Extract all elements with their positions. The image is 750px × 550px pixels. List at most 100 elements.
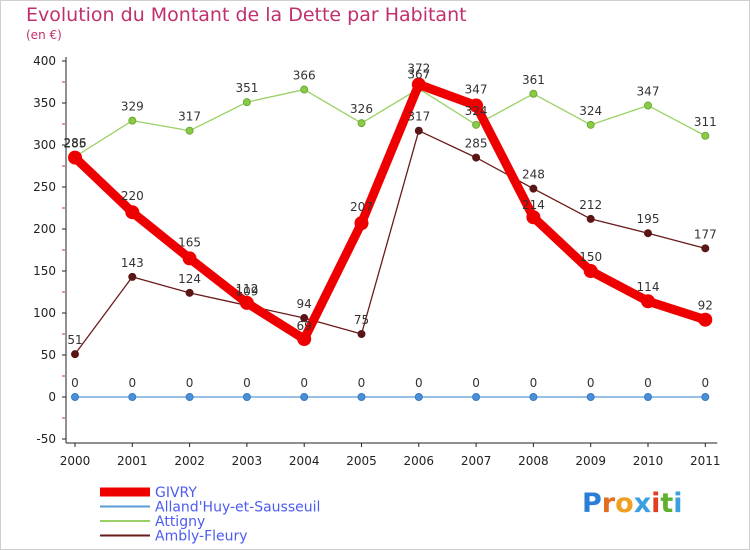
data-point-attigny bbox=[242, 98, 251, 107]
data-point-ambly-fleury bbox=[300, 314, 309, 323]
data-label-ambly-fleury: 143 bbox=[121, 256, 144, 270]
data-label-attigny: 324 bbox=[465, 104, 488, 118]
data-point-attigny bbox=[185, 126, 194, 135]
data-point-alland-huy-et-sausseuil bbox=[71, 393, 79, 401]
data-label-ambly-fleury: 75 bbox=[354, 313, 369, 327]
data-label-alland-huy-et-sausseuil: 0 bbox=[128, 376, 136, 390]
data-point-givry bbox=[583, 264, 598, 278]
data-point-alland-huy-et-sausseuil bbox=[529, 393, 538, 401]
data-point-alland-huy-et-sausseuil bbox=[185, 393, 194, 401]
data-label-givry: 285 bbox=[64, 137, 87, 151]
data-point-attigny bbox=[472, 120, 481, 129]
logo-letter: o bbox=[615, 488, 634, 519]
data-label-ambly-fleury: 94 bbox=[297, 297, 312, 311]
data-label-attigny: 367 bbox=[407, 68, 430, 82]
y-tick-label: 200 bbox=[33, 222, 56, 236]
data-label-ambly-fleury: 124 bbox=[178, 272, 201, 286]
data-label-alland-huy-et-sausseuil: 0 bbox=[644, 376, 652, 390]
data-point-ambly-fleury bbox=[414, 126, 423, 135]
data-point-alland-huy-et-sausseuil bbox=[644, 393, 652, 401]
data-point-ambly-fleury bbox=[185, 288, 194, 297]
data-point-alland-huy-et-sausseuil bbox=[472, 393, 481, 401]
x-tick-label: 2003 bbox=[232, 454, 263, 468]
y-tick-label: 0 bbox=[48, 390, 56, 404]
proxiti-logo: Proxiti bbox=[582, 488, 683, 519]
data-point-givry bbox=[469, 98, 484, 113]
data-point-alland-huy-et-sausseuil bbox=[586, 393, 595, 401]
data-point-alland-huy-et-sausseuil bbox=[242, 393, 251, 401]
y-tick-label: 300 bbox=[33, 138, 56, 152]
data-label-givry: 150 bbox=[579, 250, 602, 264]
data-label-givry: 372 bbox=[407, 62, 430, 76]
data-point-givry bbox=[239, 295, 254, 310]
data-label-attigny: 351 bbox=[235, 81, 258, 95]
data-label-attigny: 366 bbox=[293, 69, 316, 83]
data-point-attigny bbox=[300, 85, 309, 94]
data-label-attigny: 326 bbox=[350, 102, 373, 116]
data-label-attigny: 324 bbox=[579, 104, 602, 118]
data-label-alland-huy-et-sausseuil: 0 bbox=[71, 376, 79, 390]
series-line-ambly-fleury bbox=[74, 130, 706, 355]
chart-title: Evolution du Montant de la Dette par Hab… bbox=[26, 4, 467, 26]
data-point-ambly-fleury bbox=[586, 214, 595, 223]
logo-letter: i bbox=[651, 488, 661, 519]
y-tick-label: 250 bbox=[33, 180, 56, 194]
data-point-givry bbox=[297, 332, 312, 347]
x-tick-label: 2005 bbox=[346, 454, 377, 468]
data-label-attigny: 286 bbox=[64, 136, 87, 150]
x-tick-label: 2008 bbox=[518, 454, 549, 468]
x-tick-label: 2010 bbox=[633, 454, 664, 468]
data-label-ambly-fleury: 195 bbox=[637, 212, 660, 226]
y-tick-label: 50 bbox=[41, 348, 56, 362]
legend-label-ambly-fleury: Ambly-Fleury bbox=[155, 529, 248, 545]
logo-letter: i bbox=[673, 488, 683, 519]
data-label-ambly-fleury: 51 bbox=[67, 333, 82, 347]
data-label-givry: 112 bbox=[235, 282, 258, 296]
data-point-attigny bbox=[701, 131, 710, 140]
data-point-ambly-fleury bbox=[128, 272, 137, 281]
x-tick-label: 2001 bbox=[117, 454, 148, 468]
data-label-alland-huy-et-sausseuil: 0 bbox=[358, 376, 366, 390]
data-label-alland-huy-et-sausseuil: 0 bbox=[530, 376, 538, 390]
data-point-ambly-fleury bbox=[529, 184, 538, 193]
y-tick-label: 100 bbox=[33, 306, 56, 320]
data-label-givry: 220 bbox=[121, 189, 144, 203]
x-tick-label: 2000 bbox=[60, 454, 91, 468]
data-point-ambly-fleury bbox=[357, 330, 366, 338]
data-label-attigny: 311 bbox=[694, 115, 717, 129]
data-point-givry bbox=[641, 294, 655, 309]
data-point-givry bbox=[526, 210, 541, 225]
legend-label-alland-huy-et-sausseuil: Alland'Huy-et-Sausseuil bbox=[155, 500, 320, 516]
data-point-ambly-fleury bbox=[71, 350, 79, 359]
series-line-attigny bbox=[74, 88, 706, 158]
data-label-alland-huy-et-sausseuil: 0 bbox=[243, 376, 251, 390]
logo-letter: t bbox=[660, 488, 674, 519]
data-label-ambly-fleury: 248 bbox=[522, 168, 545, 182]
x-tick-label: 2009 bbox=[575, 454, 606, 468]
data-label-givry: 69 bbox=[297, 319, 312, 333]
data-label-alland-huy-et-sausseuil: 0 bbox=[300, 376, 308, 390]
data-point-givry bbox=[698, 312, 713, 327]
data-label-ambly-fleury: 177 bbox=[694, 227, 717, 241]
data-label-alland-huy-et-sausseuil: 0 bbox=[701, 376, 709, 390]
data-label-ambly-fleury: 109 bbox=[235, 284, 258, 298]
data-point-attigny bbox=[529, 89, 538, 98]
data-point-ambly-fleury bbox=[701, 244, 710, 253]
logo-letter: P bbox=[582, 488, 602, 519]
data-point-attigny bbox=[586, 120, 595, 129]
y-tick-label: 150 bbox=[33, 264, 56, 278]
data-point-attigny bbox=[357, 119, 366, 128]
data-label-givry: 114 bbox=[637, 280, 660, 294]
data-label-alland-huy-et-sausseuil: 0 bbox=[186, 376, 194, 390]
y-tick-label: 400 bbox=[33, 54, 56, 68]
data-label-givry: 165 bbox=[178, 235, 201, 249]
data-label-givry: 214 bbox=[522, 198, 545, 212]
x-tick-label: 2002 bbox=[174, 454, 205, 468]
data-label-attigny: 317 bbox=[178, 110, 201, 124]
x-tick-label: 2007 bbox=[461, 454, 492, 468]
data-point-givry bbox=[411, 77, 426, 92]
series-line-givry bbox=[70, 80, 710, 344]
data-point-alland-huy-et-sausseuil bbox=[300, 393, 309, 401]
data-label-givry: 207 bbox=[350, 200, 373, 214]
